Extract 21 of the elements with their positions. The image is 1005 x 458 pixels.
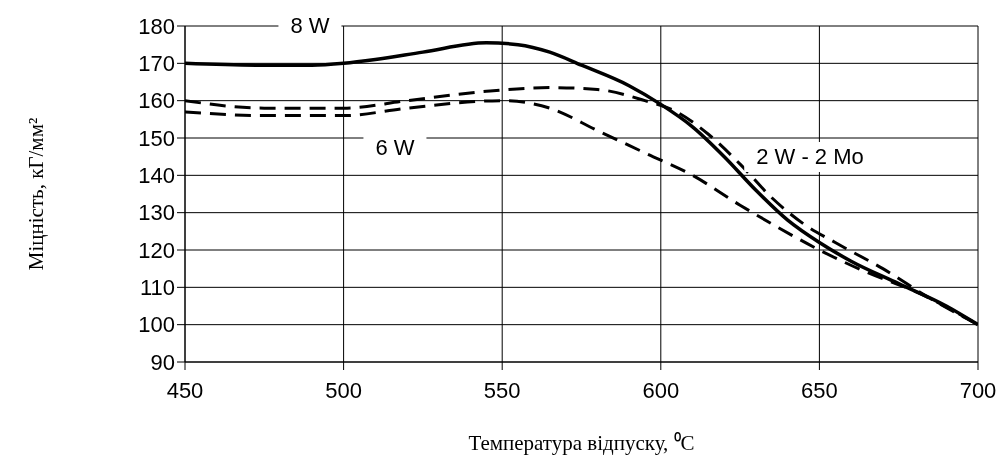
y-tick-label: 130 <box>138 200 175 226</box>
x-tick-label: 450 <box>166 377 204 403</box>
y-tick-label: 180 <box>138 13 175 39</box>
x-tick-label: 550 <box>483 377 521 403</box>
x-tick-label: 500 <box>325 377 362 403</box>
series-label: 8 W <box>278 11 342 41</box>
y-tick-label: 160 <box>138 88 175 114</box>
y-tick-label: 170 <box>138 51 175 77</box>
series-label: 6 W <box>363 133 427 163</box>
y-tick-label: 100 <box>138 312 175 338</box>
y-tick-label: 110 <box>139 275 175 301</box>
y-tick-label: 140 <box>138 163 175 189</box>
y-axis-title: Міцність, кГ/мм² <box>24 117 49 271</box>
series-label: 2 W - 2 Mo <box>744 142 876 172</box>
y-tick-label: 120 <box>138 237 175 263</box>
y-tick-label: 150 <box>138 125 175 151</box>
x-axis-title: Температура відпуску, ⁰C <box>468 431 695 455</box>
x-tick-label: 600 <box>642 377 680 403</box>
x-tick-label: 700 <box>959 377 997 403</box>
x-tick-label: 650 <box>801 377 838 403</box>
y-tick-label: 90 <box>150 349 175 375</box>
